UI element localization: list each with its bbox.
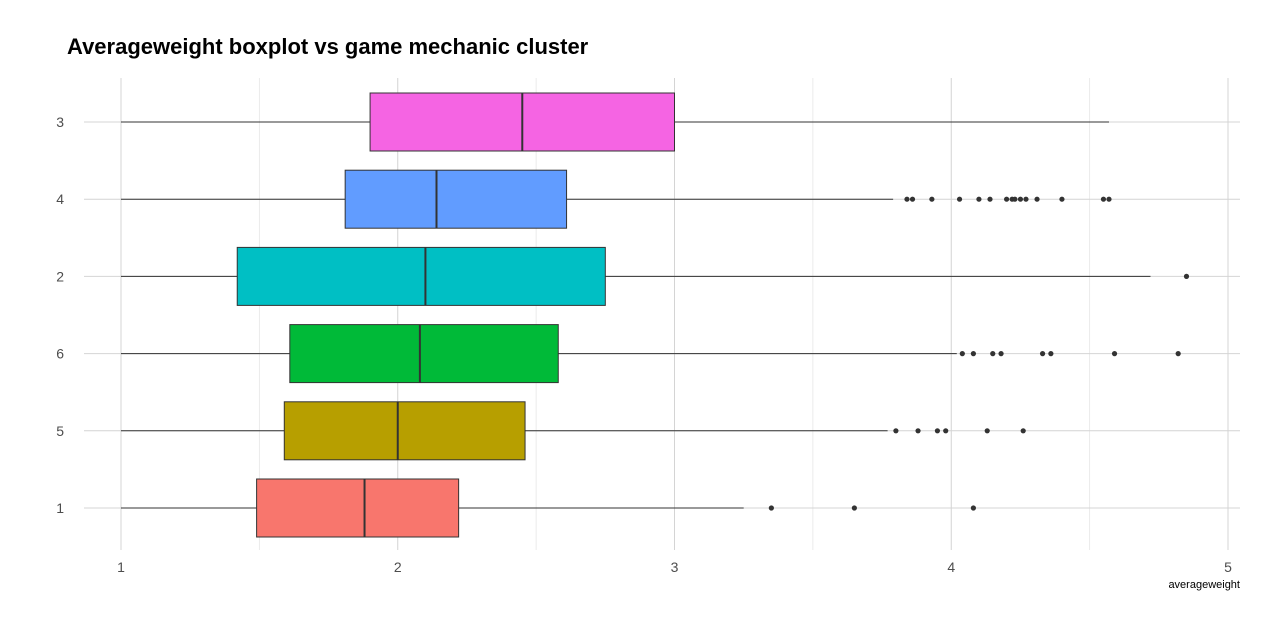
x-tick-label: 4: [947, 559, 955, 575]
outlier-point: [943, 428, 949, 434]
box-group-3: [121, 92, 1109, 152]
box: [236, 246, 606, 306]
outlier-point: [1023, 196, 1029, 202]
outlier-point: [956, 196, 963, 202]
outlier-point: [909, 196, 916, 202]
outlier-point: [987, 196, 993, 202]
y-tick-label: 4: [56, 191, 64, 207]
outlier-point: [1048, 351, 1054, 357]
y-tick-label: 5: [56, 423, 64, 439]
outlier-point: [1183, 273, 1190, 279]
outlier-point: [959, 351, 965, 357]
y-tick-label: 6: [56, 346, 64, 362]
y-tick-label: 1: [56, 500, 64, 516]
box: [289, 324, 559, 384]
box-group-5: [121, 401, 1026, 461]
outlier-point: [1004, 196, 1010, 202]
outlier-point: [929, 196, 935, 202]
outlier-point: [1039, 351, 1046, 357]
boxplot-series: [121, 92, 1190, 538]
outlier-point: [768, 505, 774, 511]
box-group-6: [121, 324, 1181, 384]
outlier-point: [915, 428, 921, 434]
outlier-point: [1020, 428, 1026, 434]
outlier-point: [998, 351, 1004, 357]
outlier-point: [1175, 351, 1181, 357]
outlier-point: [893, 428, 899, 434]
y-tick-label: 3: [56, 114, 64, 130]
chart-title: Averageweight boxplot vs game mechanic c…: [67, 34, 589, 59]
outlier-point: [1034, 196, 1040, 202]
outlier-point: [1100, 196, 1107, 202]
box-group-1: [121, 478, 976, 538]
outlier-point: [970, 351, 976, 357]
outlier-point: [1017, 196, 1024, 202]
x-axis: 1 2 3 4 5: [117, 559, 1232, 575]
outlier-point: [1012, 196, 1018, 202]
x-tick-label: 3: [671, 559, 679, 575]
outlier-point: [976, 196, 982, 202]
outlier-point: [970, 505, 976, 511]
outlier-point: [990, 351, 996, 357]
x-tick-label: 1: [117, 559, 125, 575]
x-axis-title: averageweight: [1168, 579, 1240, 591]
box-group-4: [121, 169, 1112, 229]
outlier-point: [1059, 196, 1065, 202]
outlier-point: [851, 505, 857, 511]
y-tick-label: 2: [56, 268, 64, 284]
outlier-point: [1111, 351, 1118, 357]
box-group-2: [121, 246, 1190, 306]
outlier-point: [904, 196, 910, 202]
box: [256, 478, 460, 538]
x-tick-label: 2: [394, 559, 402, 575]
x-tick-label: 5: [1224, 559, 1232, 575]
outlier-point: [984, 428, 990, 434]
outlier-point: [934, 428, 941, 434]
outlier-point: [1106, 196, 1112, 202]
box: [283, 401, 526, 461]
box: [344, 169, 568, 229]
y-axis: 3 4 2 6 5 1: [56, 114, 64, 516]
